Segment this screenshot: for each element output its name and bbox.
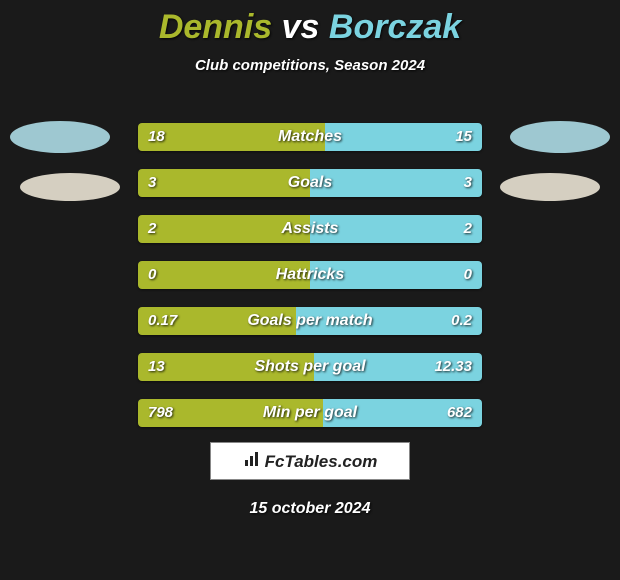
stat-label: Shots per goal	[138, 353, 482, 381]
stat-value-right: 0	[464, 261, 472, 289]
title-player2: Borczak	[329, 8, 461, 46]
stat-label: Min per goal	[138, 399, 482, 427]
team-badge-left-1	[10, 121, 110, 153]
watermark: FcTables.com	[210, 442, 410, 480]
stat-value-right: 15	[455, 123, 472, 151]
stat-value-right: 2	[464, 215, 472, 243]
stat-value-right: 3	[464, 169, 472, 197]
stat-value-right: 0.2	[451, 307, 472, 335]
stat-row: Goals per match0.17 0.2	[138, 307, 482, 335]
stat-label: Matches	[138, 123, 482, 151]
team-badge-right-1	[510, 121, 610, 153]
stat-value-right: 682	[447, 399, 472, 427]
watermark-text: FcTables.com	[265, 452, 378, 471]
title-vs: vs	[282, 8, 320, 46]
title-player1: Dennis	[159, 8, 272, 46]
subtitle: Club competitions, Season 2024	[0, 57, 620, 74]
stat-value-left: 0	[148, 261, 156, 289]
stat-label: Goals	[138, 169, 482, 197]
stat-row: Matches18 15	[138, 123, 482, 151]
stat-label: Goals per match	[138, 307, 482, 335]
date: 15 october 2024	[0, 500, 620, 518]
team-badge-left-2	[20, 173, 120, 201]
stat-value-left: 2	[148, 215, 156, 243]
stat-label: Hattricks	[138, 261, 482, 289]
team-badge-right-2	[500, 173, 600, 201]
stat-row: Shots per goal13 12.33	[138, 353, 482, 381]
stat-value-left: 0.17	[148, 307, 177, 335]
stats-rows: Matches18 15 Goals3 3 Assists2 2 Hattricks0 0 Go…	[138, 123, 482, 445]
stat-row: Assists2 2	[138, 215, 482, 243]
stat-value-left: 798	[148, 399, 173, 427]
chart-icon	[243, 444, 261, 482]
stat-row: Hattricks0 0	[138, 261, 482, 289]
stat-row: Goals3 3	[138, 169, 482, 197]
page-title: Dennis vs Borczak	[0, 0, 620, 47]
stat-label: Assists	[138, 215, 482, 243]
stat-value-left: 3	[148, 169, 156, 197]
stat-value-left: 13	[148, 353, 165, 381]
stat-value-left: 18	[148, 123, 165, 151]
stat-value-right: 12.33	[434, 353, 472, 381]
stat-row: Min per goal798 682	[138, 399, 482, 427]
